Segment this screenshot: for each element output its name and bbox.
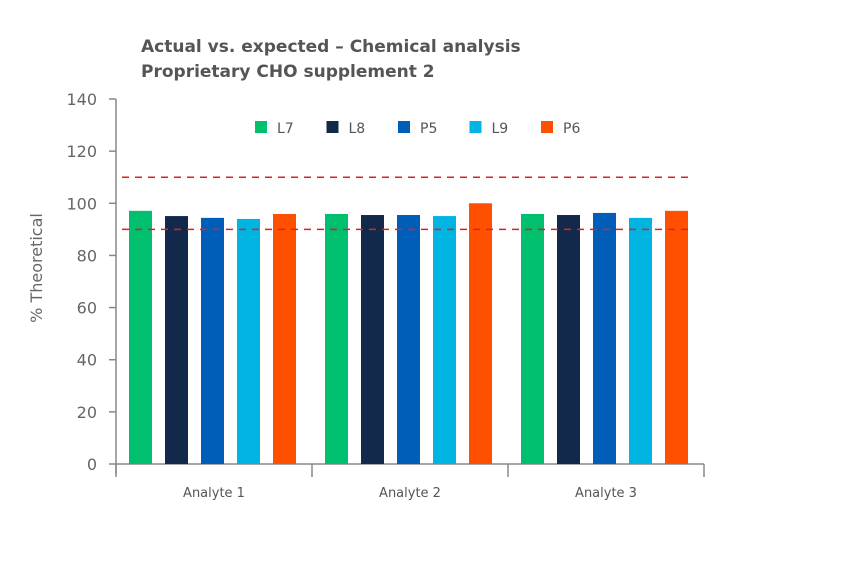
- bar-l8: [361, 215, 384, 464]
- x-tick-label: Analyte 3: [575, 486, 637, 501]
- legend-label-l7: L7: [277, 121, 294, 137]
- bar-l9: [237, 218, 260, 464]
- chart-title: Actual vs. expected – Chemical analysis: [141, 37, 521, 57]
- bar-l9: [629, 217, 652, 464]
- y-tick-label: 20: [77, 403, 97, 422]
- chart-subtitle: Proprietary CHO supplement 2: [141, 62, 435, 82]
- legend-label-l9: L9: [492, 121, 509, 137]
- legend-swatch-p5: [398, 121, 410, 133]
- y-tick-label: 140: [66, 90, 97, 109]
- x-tick-label: Analyte 2: [379, 486, 441, 501]
- bar-p5: [397, 215, 420, 464]
- y-tick-label: 0: [87, 455, 97, 474]
- bar-l7: [325, 213, 348, 464]
- bar-l9: [433, 216, 456, 464]
- bar-l8: [557, 215, 580, 464]
- legend-swatch-l9: [469, 121, 482, 133]
- legend-label-l8: L8: [349, 121, 366, 137]
- y-tick-label: 40: [77, 351, 97, 370]
- bar-p6: [273, 213, 296, 464]
- legend-label-p5: P5: [420, 121, 437, 137]
- y-tick-label: 80: [77, 246, 97, 265]
- bar-l7: [129, 210, 152, 464]
- legend-swatch-p6: [541, 121, 553, 133]
- y-tick-label: 120: [66, 142, 97, 161]
- y-tick-label: 60: [77, 299, 97, 318]
- bar-l7: [521, 213, 544, 464]
- y-tick-label: 100: [66, 194, 97, 213]
- legend-label-p6: P6: [563, 121, 580, 137]
- legend-swatch-l8: [326, 121, 339, 133]
- x-tick-label: Analyte 1: [183, 486, 245, 501]
- bar-p6: [469, 203, 492, 465]
- legend-swatch-l7: [255, 121, 267, 133]
- bar-p5: [593, 212, 616, 464]
- bar-p6: [665, 210, 688, 464]
- bar-l8: [165, 216, 188, 464]
- y-axis-label: % Theoretical: [27, 213, 46, 323]
- bar-p5: [201, 217, 224, 464]
